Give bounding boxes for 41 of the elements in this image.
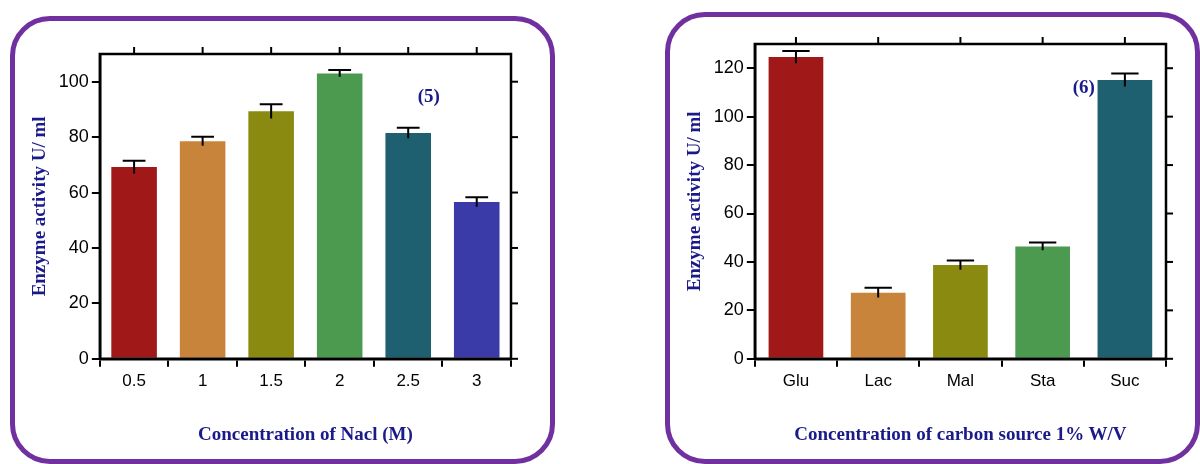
x-tick-label: Mal [946,370,975,390]
bar [453,201,500,358]
x-tick-label: Suc [1110,370,1141,390]
bar [248,111,294,358]
y-tick-label: 100 [713,105,744,126]
annotation: (6) [1072,75,1095,98]
x-tick-label: Sta [1029,370,1056,390]
y-tick-label: 60 [723,202,744,223]
y-tick-label: 20 [68,292,89,313]
y-tick-label: 60 [68,181,89,202]
y-tick-label: 20 [723,299,744,320]
x-axis-title: Concentration of Nacl (M) [198,422,413,445]
bar [111,167,157,358]
x-tick-label: 0.5 [122,370,146,390]
x-tick-label: Glu [782,370,810,390]
bar [1015,246,1070,358]
x-tick-label: 2 [334,370,345,390]
bar [768,57,824,358]
bar [316,73,363,358]
y-tick-label: 40 [723,250,744,271]
bar [1097,80,1153,358]
bar [385,132,431,358]
x-tick-label: Lac [864,370,893,390]
x-tick-label: 2.5 [396,370,421,390]
x-axis-title: Concentration of carbon source 1% W/V [794,422,1127,444]
x-tick-label: 3 [472,370,482,390]
x-tick-label: 1.5 [259,370,283,390]
y-tick-label: 80 [68,126,89,147]
y-axis-title: Enzyme activity U/ ml [683,111,705,292]
y-tick-label: 80 [723,154,744,175]
y-axis-title: Enzyme activity U/ ml [28,116,50,297]
y-tick-label: 120 [713,57,744,78]
y-tick-label: 40 [68,236,89,257]
bar [850,292,906,358]
annotation: (5) [417,84,440,107]
y-tick-label: 100 [58,70,89,91]
y-tick-label: 0 [78,347,89,368]
x-tick-label: 1 [197,370,208,390]
bar [179,141,226,358]
y-tick-label: 0 [733,347,744,368]
bar [933,265,988,358]
